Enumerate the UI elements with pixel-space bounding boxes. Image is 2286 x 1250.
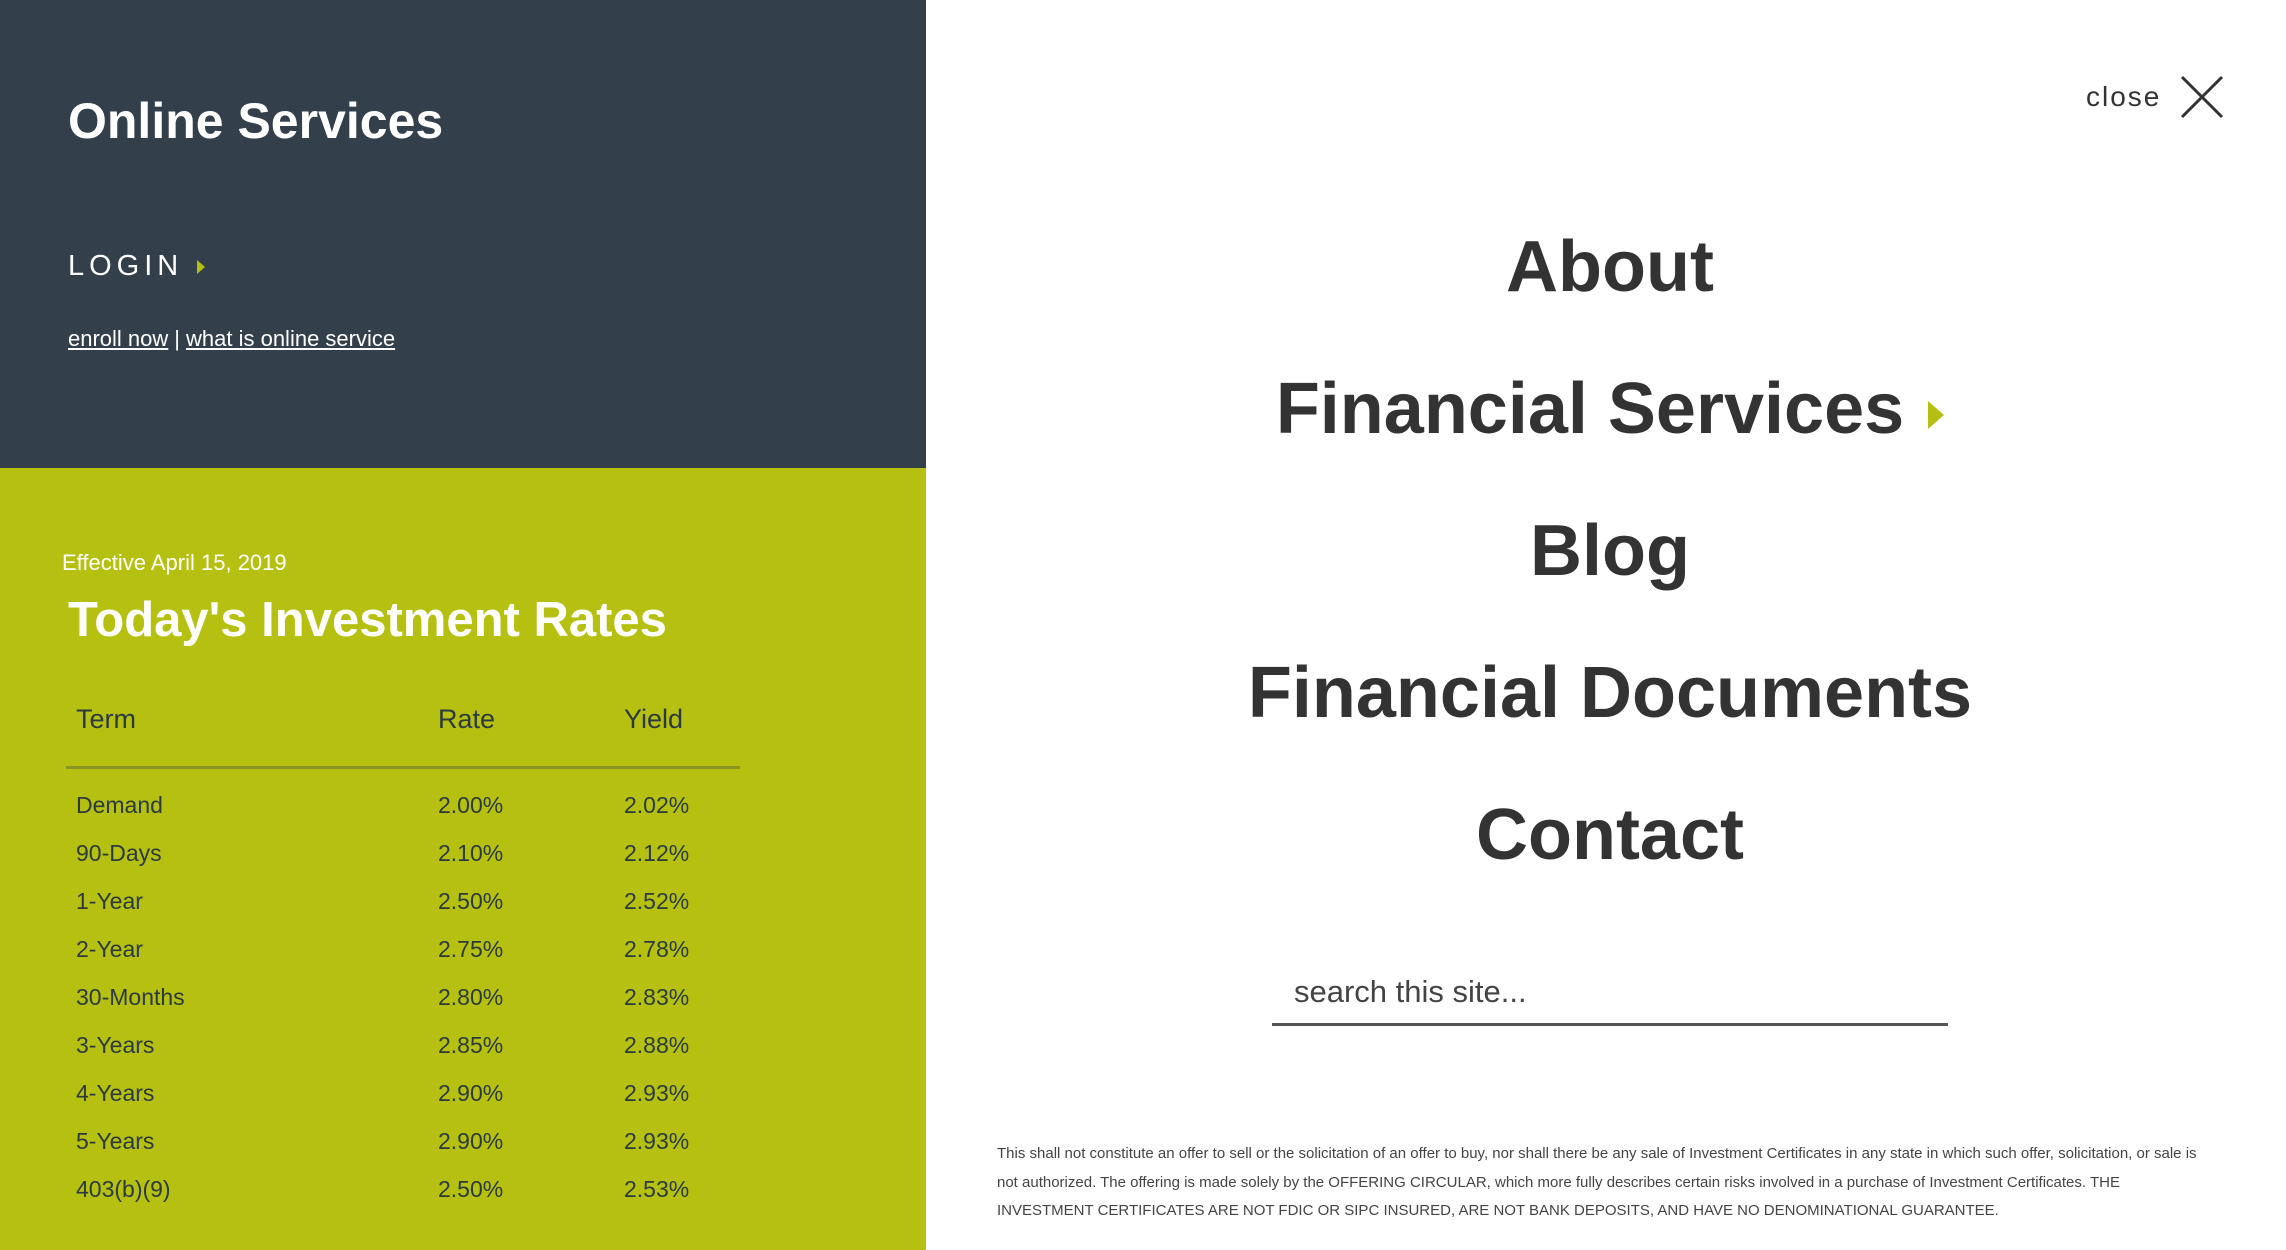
table-row: 90-Days 2.10% 2.12% — [66, 840, 740, 888]
table-row: Demand 2.00% 2.02% — [66, 792, 740, 840]
term-cell: 30-Months — [76, 984, 185, 1010]
rate-column-header: Rate — [438, 704, 496, 734]
online-services-title: Online Services — [68, 93, 444, 149]
table-row: 4-Years 2.90% 2.93% — [66, 1080, 740, 1128]
arrow-right-icon — [197, 259, 206, 274]
yield-column-header: Yield — [624, 704, 684, 734]
main-navigation: About Financial Services Blog Financial … — [1240, 0, 1980, 900]
rates-table-body: Demand 2.00% 2.02% 90-Days 2.10% 2.12% 1… — [66, 792, 740, 1224]
yield-cell: 2.88% — [624, 1032, 690, 1058]
rates-header-divider — [66, 766, 740, 769]
close-icon — [2181, 75, 2224, 119]
term-cell: 90-Days — [76, 840, 162, 866]
what-is-online-service-link[interactable]: what is online service — [186, 326, 396, 351]
arrow-right-icon — [1928, 401, 1945, 429]
nav-item-label: Financial Services — [1275, 369, 1905, 449]
rate-cell: 2.85% — [438, 1032, 504, 1058]
table-row: 5-Years 2.90% 2.93% — [66, 1128, 740, 1176]
rate-cell: 2.00% — [438, 792, 504, 818]
close-label: close — [2086, 81, 2162, 112]
term-cell: 3-Years — [76, 1032, 155, 1058]
term-cell: 4-Years — [76, 1080, 155, 1106]
rate-cell: 2.10% — [438, 840, 504, 866]
effective-date: Effective April 15, 2019 — [62, 550, 287, 575]
yield-cell: 2.93% — [624, 1080, 690, 1106]
nav-item-about[interactable]: About — [1506, 227, 1714, 307]
yield-cell: 2.78% — [624, 936, 690, 962]
rate-cell: 2.90% — [438, 1128, 504, 1154]
rate-cell: 2.50% — [438, 1176, 504, 1202]
investment-rates-panel: Effective April 15, 2019 Today's Investm… — [0, 468, 926, 1250]
online-service-links: enroll now | what is online service — [68, 326, 395, 352]
table-row: 30-Months 2.80% 2.83% — [66, 984, 740, 1032]
table-row: 2-Year 2.75% 2.78% — [66, 936, 740, 984]
yield-cell: 2.02% — [624, 792, 690, 818]
table-row: 1-Year 2.50% 2.52% — [66, 888, 740, 936]
table-row: 3-Years 2.85% 2.88% — [66, 1032, 740, 1080]
rate-cell: 2.75% — [438, 936, 504, 962]
yield-cell: 2.12% — [624, 840, 690, 866]
yield-cell: 2.83% — [624, 984, 690, 1010]
nav-item-blog[interactable]: Blog — [1530, 511, 1690, 591]
rate-cell: 2.80% — [438, 984, 504, 1010]
enroll-now-link[interactable]: enroll now — [68, 326, 169, 351]
legal-disclaimer: This shall not constitute an offer to se… — [997, 1145, 2197, 1219]
close-button[interactable]: close — [2086, 74, 2225, 120]
term-cell: 2-Year — [76, 936, 143, 962]
nav-item-financial-services[interactable]: Financial Services — [1240, 368, 1980, 450]
login-link[interactable]: LOGIN — [68, 250, 206, 283]
link-separator: | — [174, 326, 180, 351]
term-cell: Demand — [76, 792, 163, 818]
nav-item-financial-documents[interactable]: Financial Documents — [1247, 653, 1973, 733]
rates-table-header: Term Rate Yield — [66, 704, 740, 738]
term-cell: 1-Year — [76, 888, 143, 914]
search-input[interactable] — [1272, 964, 1948, 1020]
term-cell: 5-Years — [76, 1128, 155, 1154]
online-services-panel: Online Services LOGIN enroll now | what is… — [0, 0, 926, 468]
rates-title: Today's Investment Rates — [68, 593, 667, 647]
yield-cell: 2.52% — [624, 888, 690, 914]
search-field — [1272, 964, 1948, 1026]
nav-item-contact[interactable]: Contact — [1476, 795, 1744, 875]
yield-cell: 2.53% — [624, 1176, 690, 1202]
table-row: 403(b)(9) 2.50% 2.53% — [66, 1176, 740, 1224]
term-cell: 403(b)(9) — [76, 1176, 171, 1202]
rate-cell: 2.50% — [438, 888, 504, 914]
rate-cell: 2.90% — [438, 1080, 504, 1106]
login-label: LOGIN — [68, 250, 184, 282]
term-column-header: Term — [76, 704, 136, 734]
yield-cell: 2.93% — [624, 1128, 690, 1154]
